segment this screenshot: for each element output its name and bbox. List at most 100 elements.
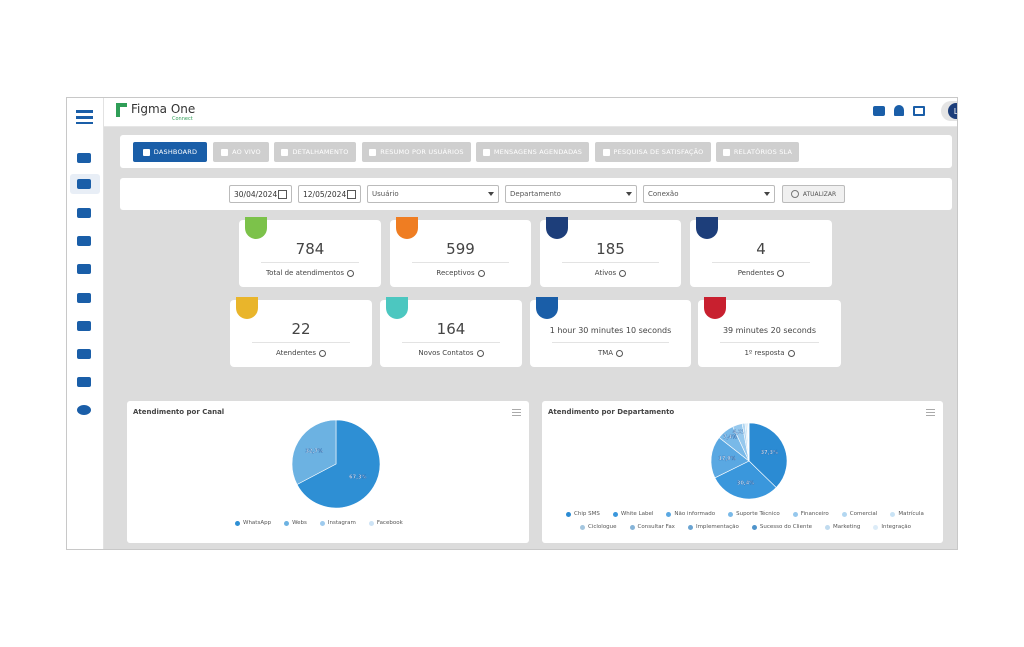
legend-row: WhatsApp Webs Instagram Facebook	[235, 520, 403, 526]
select[interactable]: Conexão	[643, 185, 775, 203]
legend-item[interactable]: Webs	[284, 520, 307, 526]
top-bar: Figma One Connect L	[104, 98, 957, 127]
nav-filter[interactable]	[77, 321, 91, 331]
legend-item[interactable]: Suporte Técnico	[728, 511, 780, 517]
kpi-icon	[546, 217, 568, 239]
info-icon[interactable]	[619, 269, 627, 277]
legend-item[interactable]: Instagram	[319, 520, 356, 526]
slice-label: 37,3%	[761, 450, 778, 456]
info-icon[interactable]	[346, 269, 354, 277]
legend-item[interactable]: Integração	[873, 524, 911, 530]
kpi-separator	[252, 342, 350, 343]
kpi-card: 1 hour 30 minutes 10 seconds TMA	[530, 297, 691, 367]
info-icon[interactable]	[616, 349, 624, 357]
legend-item[interactable]: White Label	[612, 511, 654, 517]
legend-item[interactable]: Consultar Fax	[629, 524, 675, 530]
kpi-value: 185	[596, 240, 625, 258]
nav-list[interactable]	[77, 208, 91, 218]
calendar-icon	[347, 189, 356, 199]
kpi-card: 39 minutes 20 seconds 1º resposta	[698, 297, 841, 367]
legend-label: WhatsApp	[243, 520, 272, 526]
date-input[interactable]: 12/05/2024	[298, 185, 361, 203]
refresh-icon	[790, 190, 799, 198]
info-icon[interactable]	[477, 269, 485, 277]
kpi-icon	[536, 297, 558, 319]
nav-chat[interactable]	[77, 153, 91, 163]
pie-chart: 37,3% 30,4% 17,9% 7,4%4,1%	[710, 422, 788, 500]
select-label: Usuário	[372, 190, 399, 198]
kpi-separator	[552, 342, 669, 343]
kpi-separator	[412, 262, 509, 263]
nav-campaign[interactable]	[77, 349, 91, 359]
chat-icon[interactable]	[873, 106, 885, 116]
kpi-card: 784 Total de atendimentos	[239, 217, 381, 287]
tab-icon	[142, 148, 150, 156]
legend-label: Comercial	[849, 511, 878, 517]
slice-label: 30,4%	[737, 480, 754, 486]
legend-item[interactable]: WhatsApp	[235, 520, 271, 526]
legend-label: Não informado	[674, 511, 716, 517]
legend-swatch	[728, 511, 734, 517]
tab[interactable]: DETALHAMENTO	[274, 142, 356, 162]
tab-icon	[482, 148, 490, 156]
screen-icon[interactable]	[913, 106, 925, 116]
info-icon[interactable]	[777, 269, 785, 277]
nav-bot[interactable]	[77, 293, 91, 303]
nav-integrations[interactable]	[77, 377, 91, 387]
legend-item[interactable]: Marketing	[825, 524, 860, 530]
legend-label: Consultar Fax	[637, 524, 675, 530]
legend-item[interactable]: Comercial	[841, 511, 878, 517]
legend-swatch	[319, 520, 325, 526]
chart-menu[interactable]	[926, 409, 935, 417]
select[interactable]: Departamento	[505, 185, 637, 203]
nav-device[interactable]	[77, 264, 91, 274]
legend-swatch	[792, 511, 798, 517]
kpi-value: 22	[291, 320, 311, 338]
nav-dashboard[interactable]	[77, 179, 91, 189]
tab-label: AO VIVO	[232, 148, 261, 156]
kpi-separator	[261, 262, 359, 263]
legend-swatch	[687, 524, 693, 530]
legend-item[interactable]: Financeiro	[792, 511, 829, 517]
kpi-label: Novos Contatos	[380, 349, 522, 357]
legend-swatch	[825, 524, 830, 530]
legend-label: Chip SMS	[574, 511, 600, 517]
info-icon[interactable]	[476, 349, 484, 357]
legend-item[interactable]: Facebook	[368, 520, 403, 526]
tab-label: DASHBOARD	[153, 148, 198, 156]
slice-label: 7,4%	[723, 435, 737, 441]
tab[interactable]: RELATÓRIOS SLA	[716, 142, 799, 162]
legend-item[interactable]: Não informado	[666, 511, 715, 517]
legend-swatch	[841, 511, 847, 517]
date-value: 12/05/2024	[303, 189, 347, 199]
tab[interactable]: DASHBOARD	[133, 142, 207, 162]
legend-item[interactable]: Chip SMS	[566, 511, 600, 517]
chart-menu[interactable]	[512, 409, 521, 417]
tab[interactable]: PESQUISA DE SATISFAÇÃO	[595, 142, 711, 162]
tab-label: PESQUISA DE SATISFAÇÃO	[613, 148, 704, 156]
bell-icon[interactable]	[894, 105, 904, 116]
legend-item[interactable]: Implementação	[687, 524, 739, 530]
tab[interactable]: MENSAGENS AGENDADAS	[476, 142, 589, 162]
info-icon[interactable]	[787, 349, 795, 357]
legend-item[interactable]: Matrícula	[890, 511, 924, 517]
nav-contacts[interactable]	[77, 236, 91, 246]
legend-swatch	[890, 511, 896, 517]
avatar[interactable]: L	[948, 103, 957, 119]
legend-label: White Label	[620, 511, 654, 517]
refresh-button[interactable]: ATUALIZAR	[782, 185, 845, 203]
tab[interactable]: RESUMO POR USUÁRIOS	[362, 142, 471, 162]
legend-label: Instagram	[327, 520, 356, 526]
legend-item[interactable]: Ciclologue	[580, 524, 617, 530]
tab[interactable]: AO VIVO	[213, 142, 269, 162]
pie-slice	[291, 419, 337, 485]
info-icon[interactable]	[319, 349, 327, 357]
date-input[interactable]: 30/04/2024	[229, 185, 292, 203]
kpi-separator	[720, 342, 819, 343]
legend-item[interactable]: Sucesso do Cliente	[751, 524, 812, 530]
tab-label: RESUMO POR USUÁRIOS	[380, 148, 464, 156]
select[interactable]: Usuário	[367, 185, 499, 203]
nav-settings[interactable]	[77, 405, 91, 415]
menu-button[interactable]	[76, 110, 93, 124]
